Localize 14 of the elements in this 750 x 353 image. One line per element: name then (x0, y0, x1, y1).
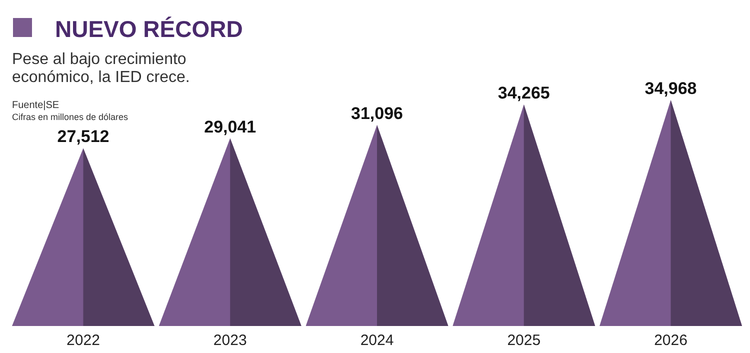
x-tick-label: 2024 (360, 332, 394, 349)
data-label: 27,512 (57, 127, 110, 146)
chart-title: NUEVO RÉCORD (55, 16, 243, 42)
x-tick-label: 2023 (213, 332, 247, 349)
data-label: 31,096 (351, 104, 403, 124)
x-tick-label: 2026 (654, 332, 688, 349)
x-tick-label: 2025 (507, 332, 541, 349)
data-label: 34,968 (644, 79, 697, 98)
x-tick-label: 2022 (66, 332, 100, 349)
annotation: Fuente|SE (12, 100, 60, 111)
data-label: 29,041 (204, 117, 256, 136)
chart-subtitle: Pese al bajo crecimiento económico, la IED crece. (12, 51, 190, 86)
data-label: 34,265 (498, 84, 550, 103)
annotation: Cifras en millones de dólares (12, 112, 129, 122)
